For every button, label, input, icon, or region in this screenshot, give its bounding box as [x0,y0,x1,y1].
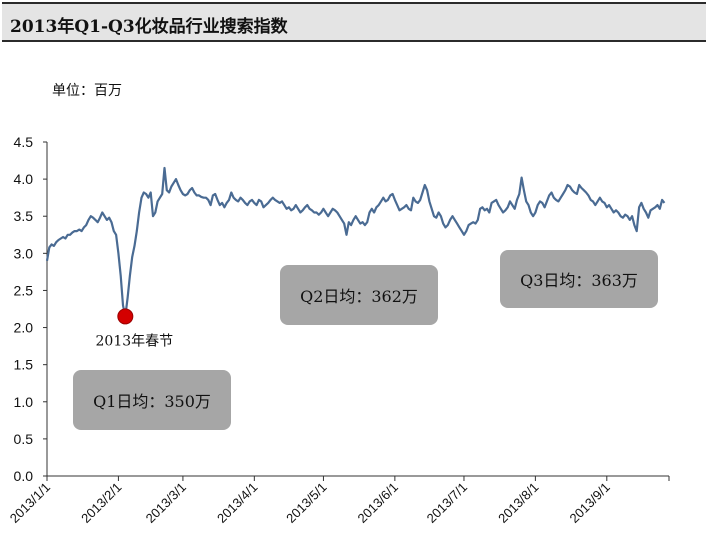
spring-festival-label: 2013年春节 [96,333,174,349]
q3-average-box: Q3日均：363万 [500,250,658,308]
y-tick-label: 2.0 [14,320,34,336]
spring-festival-marker [117,308,134,325]
q2-average-box: Q2日均：362万 [280,265,438,325]
x-tick-label: 2013/8/1 [495,480,541,526]
chart-title: 2013年Q1-Q3化妆品行业搜索指数 [10,17,288,37]
y-tick-label: 2.5 [14,282,34,298]
x-tick-label: 2013/3/1 [143,480,189,526]
x-tick-label: 2013/4/1 [214,480,260,526]
q1-average-box: Q1日均：350万 [73,370,231,430]
title-bar: 2013年Q1-Q3化妆品行业搜索指数 [2,2,706,42]
y-tick-label: 3.5 [14,208,34,224]
unit-label: 单位：百万 [52,83,122,99]
q3-average-label: Q3日均：363万 [520,271,638,290]
y-tick-label: 1.0 [14,394,34,410]
y-tick-label: 3.0 [14,245,34,261]
y-tick-label: 4.5 [14,134,34,150]
y-tick-label: 4.0 [14,171,34,187]
x-tick-label: 2013/9/1 [567,480,613,526]
x-tick-label: 2013/7/1 [424,480,470,526]
y-tick-label: 0.0 [14,468,34,484]
q1-average-label: Q1日均：350万 [93,392,211,411]
series-line-search-index [45,166,666,318]
q2-average-label: Q2日均：362万 [300,287,418,306]
y-tick-label: 1.5 [14,357,34,373]
x-tick-label: 2013/5/1 [283,480,329,526]
x-tick-label: 2013/2/1 [78,480,124,526]
y-tick-label: 0.5 [14,431,34,447]
x-tick-label: 2013/1/1 [7,480,53,526]
x-tick-label: 2013/6/1 [355,480,401,526]
